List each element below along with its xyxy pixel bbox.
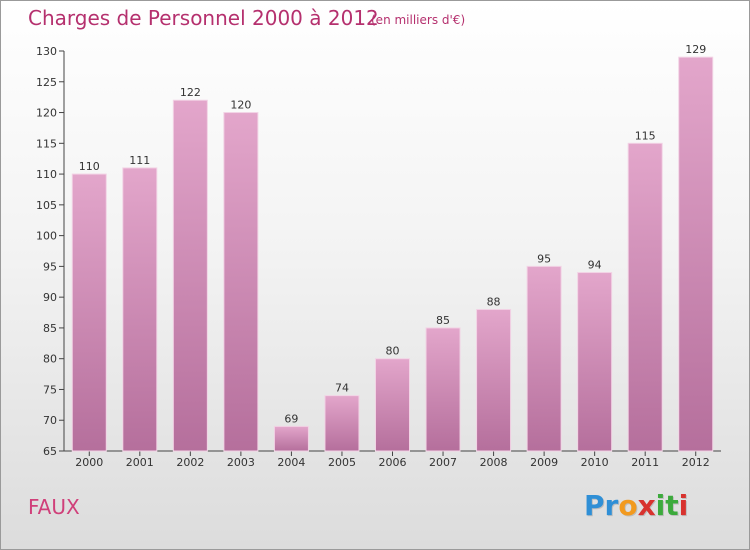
bar: [172, 99, 208, 452]
bars: [71, 56, 714, 452]
logo-letter: P: [584, 489, 605, 522]
x-tick-label: 2011: [631, 456, 659, 469]
y-tick-label: 65: [43, 445, 57, 458]
y-tick-label: 95: [43, 260, 57, 273]
y-tick-label: 105: [36, 199, 57, 212]
y-tick-label: 75: [43, 383, 57, 396]
data-label: 120: [230, 99, 251, 112]
logo-letter: i: [655, 489, 666, 522]
x-tick-label: 2008: [480, 456, 508, 469]
logo-letter: x: [637, 489, 656, 522]
y-tick-label: 70: [43, 414, 57, 427]
y-tick-label: 80: [43, 353, 57, 366]
logo-letter: r: [604, 489, 619, 522]
x-tick-label: 2009: [530, 456, 558, 469]
bar: [526, 265, 562, 452]
logo-letter: i: [678, 489, 689, 522]
data-label: 129: [685, 43, 706, 56]
bar: [223, 112, 259, 452]
y-tick-label: 100: [36, 230, 57, 243]
place-name: FAUX: [28, 495, 80, 519]
logo-letter: o: [618, 489, 638, 522]
x-tick-label: 2000: [75, 456, 103, 469]
data-label: 110: [79, 160, 100, 173]
logo-letter: t: [665, 489, 679, 522]
bar: [273, 425, 309, 452]
data-label: 115: [635, 129, 656, 142]
bar: [476, 308, 512, 452]
x-tick-label: 2005: [328, 456, 356, 469]
y-tick-label: 85: [43, 322, 57, 335]
bar: [71, 173, 107, 452]
data-label: 122: [180, 86, 201, 99]
data-label: 88: [487, 295, 501, 308]
bar: [324, 395, 360, 452]
data-label: 69: [284, 412, 298, 425]
chart-subtitle: (en milliers d'€): [371, 13, 466, 27]
labels: 2000 110 2001 111 2002 122 2003 120 2004 69 2005 74…: [75, 43, 709, 469]
bar: [627, 142, 663, 452]
data-label: 95: [537, 252, 551, 265]
x-tick-label: 2012: [682, 456, 710, 469]
bar: [122, 167, 158, 452]
x-tick-label: 2006: [379, 456, 407, 469]
y-tick-label: 125: [36, 76, 57, 89]
y-tick-label: 120: [36, 107, 57, 120]
data-label: 74: [335, 382, 349, 395]
bar: [375, 358, 410, 452]
bar: [577, 272, 613, 452]
data-label: 80: [386, 345, 400, 358]
x-tick-label: 2001: [126, 456, 154, 469]
bar: [678, 56, 714, 452]
y-tick-label: 130: [36, 45, 57, 58]
chart-title: Charges de Personnel 2000 à 2012: [28, 6, 379, 30]
x-tick-label: 2007: [429, 456, 457, 469]
y-tick-label: 110: [36, 168, 57, 181]
y-tick-label: 115: [36, 137, 57, 150]
x-tick-label: 2003: [227, 456, 255, 469]
proxiti-logo: Proxiti: [584, 489, 688, 522]
x-tick-label: 2004: [277, 456, 305, 469]
x-tick-label: 2010: [581, 456, 609, 469]
data-label: 94: [588, 259, 602, 272]
axes: 65 70 75 80 85 90 95 100 105 110 115 120 125 130: [36, 45, 721, 458]
x-tick-label: 2002: [176, 456, 204, 469]
data-label: 111: [129, 154, 150, 167]
bar: [425, 327, 461, 452]
data-label: 85: [436, 314, 450, 327]
y-tick-label: 90: [43, 291, 57, 304]
